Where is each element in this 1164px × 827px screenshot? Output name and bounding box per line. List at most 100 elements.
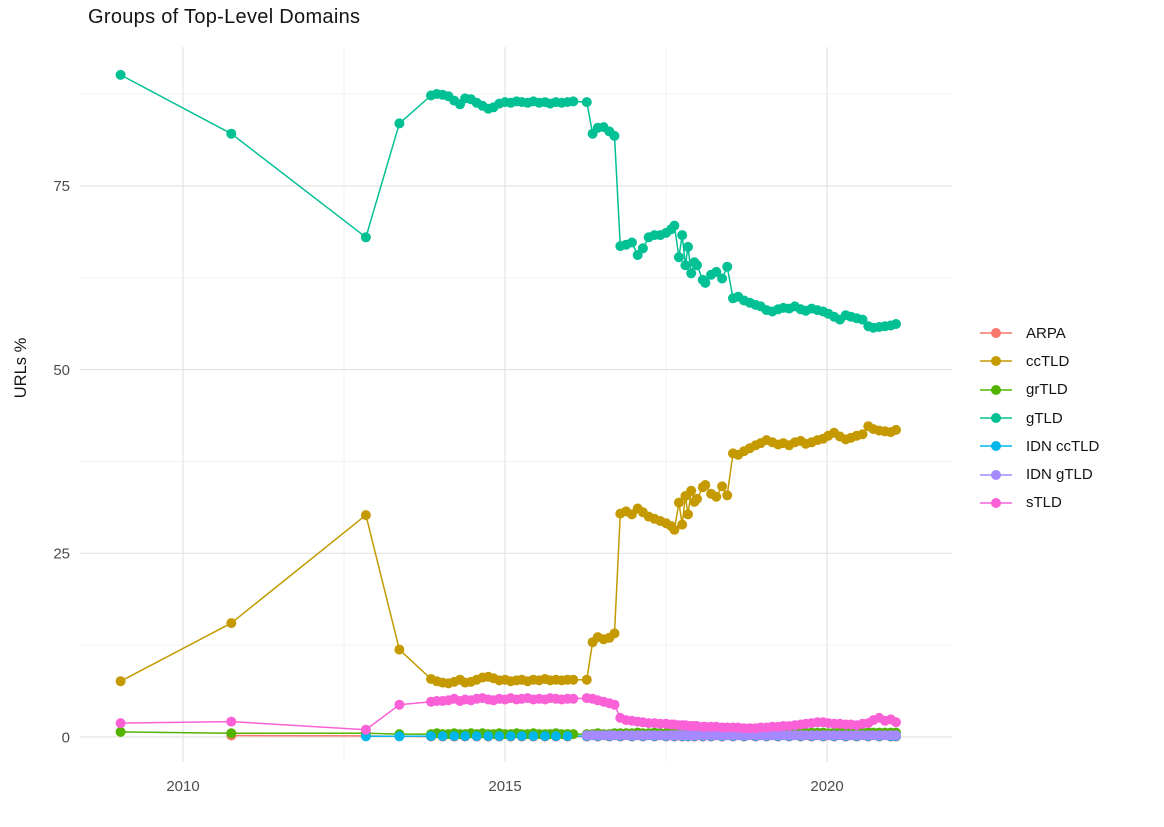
- legend-key-icon: [980, 469, 1012, 480]
- legend-key-point: [991, 356, 1001, 367]
- x-tick-label: 2020: [810, 778, 843, 795]
- legend-key-point: [991, 469, 1001, 480]
- legend-label: gTLD: [1026, 409, 1063, 427]
- data-point: [115, 676, 126, 687]
- legend-label: sTLD: [1026, 494, 1062, 512]
- data-point: [683, 241, 693, 252]
- data-point: [562, 731, 573, 742]
- data-point: [471, 731, 482, 742]
- data-point: [394, 118, 405, 129]
- data-point: [673, 252, 684, 263]
- data-point: [891, 730, 901, 741]
- data-point: [692, 260, 702, 271]
- data-point: [717, 273, 728, 284]
- legend-key-point: [991, 441, 1001, 452]
- data-point: [680, 260, 691, 271]
- legend-item-idn-gtld: IDN gTLD: [979, 460, 1099, 488]
- data-point: [226, 716, 237, 727]
- data-point: [857, 429, 868, 440]
- legend-item-cctld: ccTLD: [979, 347, 1099, 375]
- legend-label: ARPA: [1026, 324, 1066, 342]
- data-point: [449, 731, 460, 742]
- data-point: [360, 232, 371, 243]
- data-point: [115, 69, 126, 80]
- data-point: [677, 230, 688, 241]
- data-point: [483, 731, 494, 742]
- series-points: [115, 69, 901, 742]
- data-point: [360, 510, 371, 521]
- data-point: [626, 237, 637, 248]
- legend-key-point: [991, 384, 1001, 395]
- legend-key-icon: [980, 356, 1012, 367]
- legend-key-point: [991, 413, 1001, 424]
- grid-lines: [80, 47, 952, 762]
- x-tick-label: 2015: [488, 778, 521, 795]
- data-point: [540, 731, 550, 742]
- data-point: [226, 618, 237, 629]
- data-point: [673, 497, 684, 508]
- data-point: [426, 731, 436, 742]
- legend-label: IDN gTLD: [1026, 466, 1093, 484]
- legend-key-point: [991, 328, 1001, 339]
- data-point: [581, 674, 592, 685]
- data-point: [568, 96, 579, 107]
- data-point: [891, 319, 901, 329]
- axis-tick-labels: 0 25 50 75 2010 2015 2020: [53, 178, 843, 795]
- legend-key-icon: [980, 413, 1012, 424]
- legend-key-icon: [980, 328, 1012, 339]
- data-point: [528, 731, 539, 742]
- data-point: [115, 726, 126, 737]
- series-points-idn-gtld: [581, 730, 901, 741]
- series-points-cctld: [115, 421, 901, 689]
- legend-item-idn-cctld: IDN ccTLD: [979, 432, 1099, 460]
- data-point: [711, 266, 722, 277]
- data-point: [891, 424, 901, 435]
- data-point: [494, 731, 505, 742]
- data-point: [722, 261, 733, 272]
- data-point: [609, 130, 620, 141]
- data-point: [581, 97, 592, 108]
- chart-legend: ARPA ccTLD grTLD gTLD IDN ccTLD IDN gTLD sTLD: [979, 319, 1099, 517]
- legend-label: grTLD: [1026, 381, 1068, 399]
- chart-title: Groups of Top-Level Domains: [88, 6, 361, 28]
- data-point: [394, 644, 405, 655]
- legend-item-gtld: gTLD: [979, 404, 1099, 432]
- data-point: [568, 674, 579, 685]
- legend-key-icon: [980, 384, 1012, 395]
- data-point: [683, 509, 693, 520]
- legend-item-grtld: grTLD: [979, 376, 1099, 404]
- data-point: [115, 718, 126, 729]
- legend-label: IDN ccTLD: [1026, 437, 1100, 455]
- series-points-stld: [115, 693, 901, 735]
- data-point: [717, 481, 728, 492]
- legend-item-arpa: ARPA: [979, 319, 1099, 347]
- data-point: [437, 731, 448, 742]
- data-point: [722, 490, 733, 501]
- x-tick-label: 2010: [166, 778, 199, 795]
- data-point: [686, 485, 697, 496]
- series-lines: [120, 74, 897, 738]
- data-point: [226, 128, 237, 139]
- data-point: [677, 519, 688, 530]
- data-point: [669, 524, 680, 535]
- data-point: [692, 493, 702, 504]
- legend-label: ccTLD: [1026, 352, 1070, 370]
- y-tick-label: 50: [53, 362, 70, 379]
- data-point: [700, 480, 711, 490]
- legend-key-icon: [980, 497, 1012, 508]
- data-point: [516, 731, 527, 742]
- data-point: [609, 628, 620, 639]
- legend-item-stld: sTLD: [979, 489, 1099, 517]
- data-point: [711, 491, 722, 502]
- series-points-gtld: [115, 69, 901, 333]
- series-line-gtld: [120, 74, 897, 329]
- data-point: [226, 728, 237, 739]
- data-point: [669, 220, 680, 231]
- data-point: [686, 268, 697, 279]
- data-point: [394, 731, 405, 742]
- data-point: [550, 731, 561, 742]
- data-point: [891, 717, 901, 728]
- data-point: [857, 314, 868, 325]
